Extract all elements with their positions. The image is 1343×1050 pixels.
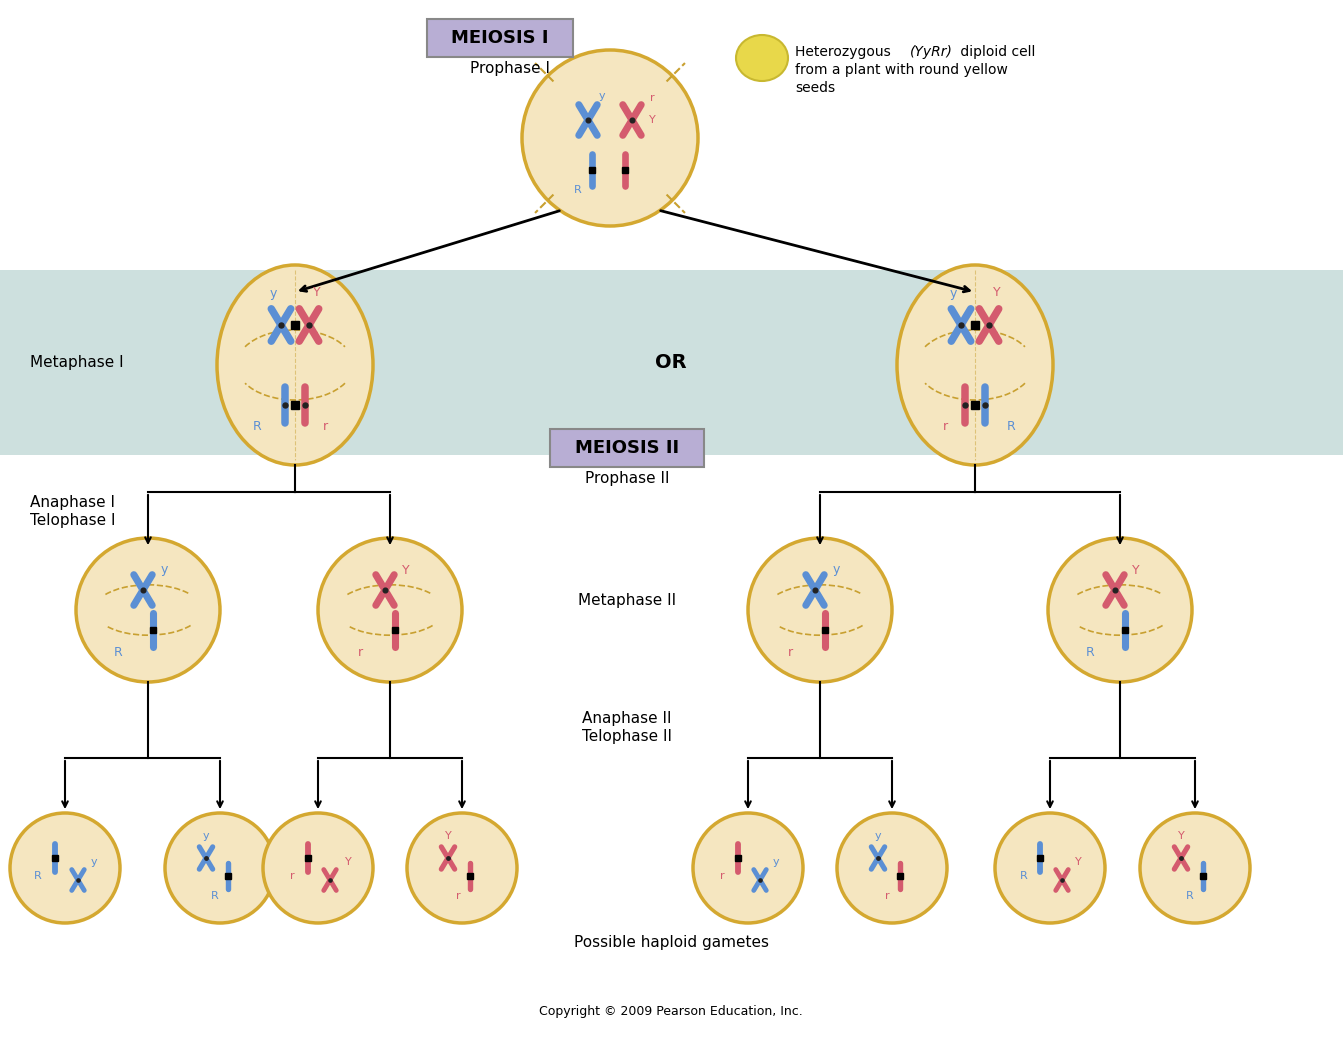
Ellipse shape: [995, 813, 1105, 923]
Ellipse shape: [263, 813, 373, 923]
Text: r: r: [885, 891, 889, 901]
Text: OR: OR: [655, 353, 686, 372]
Text: y: y: [270, 287, 277, 299]
Text: r: r: [322, 420, 328, 434]
FancyBboxPatch shape: [0, 270, 1343, 455]
Text: R: R: [1021, 872, 1027, 881]
Ellipse shape: [748, 538, 892, 682]
Text: Prophase II: Prophase II: [584, 470, 669, 485]
Text: R: R: [1007, 420, 1015, 434]
FancyBboxPatch shape: [551, 429, 704, 467]
Text: Anaphase II: Anaphase II: [583, 711, 672, 726]
Text: Y: Y: [402, 564, 410, 576]
Text: Y: Y: [313, 287, 321, 299]
Text: y: y: [203, 831, 210, 841]
Text: y: y: [874, 831, 881, 841]
Text: MEIOSIS II: MEIOSIS II: [575, 439, 680, 457]
Text: r: r: [650, 93, 654, 103]
Ellipse shape: [1140, 813, 1250, 923]
Text: y: y: [950, 287, 956, 299]
Text: Copyright © 2009 Pearson Education, Inc.: Copyright © 2009 Pearson Education, Inc.: [539, 1006, 803, 1018]
Text: r: r: [455, 891, 461, 901]
Text: Prophase I: Prophase I: [470, 61, 551, 76]
Text: r: r: [720, 872, 724, 881]
Text: Telophase I: Telophase I: [30, 512, 115, 527]
Ellipse shape: [837, 813, 947, 923]
Text: Y: Y: [445, 831, 451, 841]
Text: Metaphase II: Metaphase II: [577, 592, 676, 608]
Text: diploid cell: diploid cell: [956, 45, 1035, 59]
Text: Anaphase I: Anaphase I: [30, 495, 115, 509]
FancyBboxPatch shape: [427, 19, 573, 57]
Text: r: r: [943, 420, 948, 434]
Text: Y: Y: [649, 116, 655, 125]
Text: Y: Y: [994, 287, 1001, 299]
Text: R: R: [211, 891, 219, 901]
Text: Metaphase I: Metaphase I: [30, 355, 124, 370]
Text: R: R: [252, 420, 262, 434]
Text: seeds: seeds: [795, 81, 835, 94]
Text: R: R: [1186, 891, 1194, 901]
Text: Telophase II: Telophase II: [582, 729, 672, 743]
Ellipse shape: [77, 538, 220, 682]
Ellipse shape: [407, 813, 517, 923]
Text: Y: Y: [1132, 564, 1140, 576]
Text: R: R: [114, 646, 122, 658]
Ellipse shape: [736, 35, 788, 81]
Text: y: y: [91, 857, 97, 867]
Text: MEIOSIS I: MEIOSIS I: [451, 29, 549, 47]
Text: y: y: [160, 564, 168, 576]
Text: Y: Y: [345, 857, 352, 867]
Text: r: r: [357, 646, 363, 658]
Ellipse shape: [897, 265, 1053, 465]
Text: r: r: [787, 646, 792, 658]
Text: y: y: [599, 91, 606, 101]
Text: R: R: [34, 872, 42, 881]
Ellipse shape: [218, 265, 373, 465]
Ellipse shape: [165, 813, 275, 923]
Text: Possible haploid gametes: Possible haploid gametes: [573, 934, 768, 949]
Ellipse shape: [522, 50, 698, 226]
Text: r: r: [290, 872, 294, 881]
Text: R: R: [1085, 646, 1095, 658]
Ellipse shape: [1048, 538, 1193, 682]
Text: Y: Y: [1074, 857, 1081, 867]
Text: Heterozygous: Heterozygous: [795, 45, 896, 59]
Text: Y: Y: [1178, 831, 1185, 841]
Text: from a plant with round yellow: from a plant with round yellow: [795, 63, 1007, 77]
Ellipse shape: [693, 813, 803, 923]
Text: R: R: [573, 185, 582, 195]
Text: y: y: [833, 564, 839, 576]
Ellipse shape: [318, 538, 462, 682]
Text: (YyRr): (YyRr): [911, 45, 954, 59]
Ellipse shape: [9, 813, 120, 923]
Text: y: y: [772, 857, 779, 867]
